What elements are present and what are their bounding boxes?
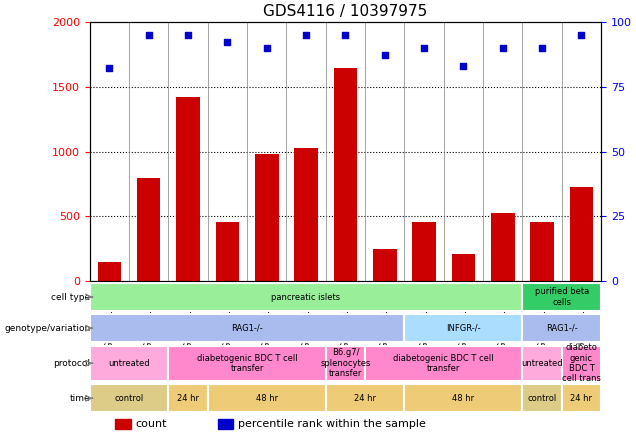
Text: diabetogenic BDC T cell
transfer: diabetogenic BDC T cell transfer	[197, 353, 298, 373]
Point	[261, 44, 272, 51]
Bar	[255, 154, 279, 281]
Bar	[452, 254, 475, 281]
Bar	[522, 22, 562, 281]
Bar	[404, 22, 444, 281]
Bar	[530, 222, 554, 281]
Point	[340, 31, 350, 38]
Point	[497, 44, 508, 51]
FancyBboxPatch shape	[522, 314, 601, 342]
Text: percentile rank within the sample: percentile rank within the sample	[238, 419, 426, 429]
Bar	[491, 213, 515, 281]
Text: count: count	[135, 419, 167, 429]
Bar	[216, 222, 239, 281]
Bar	[412, 222, 436, 281]
Point	[183, 31, 193, 38]
Point	[144, 31, 154, 38]
FancyBboxPatch shape	[522, 384, 562, 412]
Bar	[444, 22, 483, 281]
FancyBboxPatch shape	[90, 346, 169, 381]
Bar	[176, 97, 200, 281]
Bar	[562, 22, 601, 281]
Bar	[247, 22, 286, 281]
Bar	[570, 186, 593, 281]
Text: RAG1-/-: RAG1-/-	[546, 324, 577, 333]
Point	[459, 62, 469, 69]
Point	[576, 31, 586, 38]
FancyBboxPatch shape	[326, 384, 404, 412]
Bar	[365, 22, 404, 281]
FancyBboxPatch shape	[90, 283, 522, 311]
Text: untreated: untreated	[522, 359, 563, 368]
FancyBboxPatch shape	[169, 384, 208, 412]
Point	[301, 31, 311, 38]
Text: control: control	[114, 394, 144, 403]
Point	[222, 39, 232, 46]
Text: genotype/variation: genotype/variation	[4, 324, 90, 333]
Point	[419, 44, 429, 51]
FancyBboxPatch shape	[404, 314, 522, 342]
Text: diabetogenic BDC T cell
transfer: diabetogenic BDC T cell transfer	[394, 353, 494, 373]
FancyBboxPatch shape	[562, 346, 601, 381]
Text: control: control	[527, 394, 556, 403]
Point	[104, 65, 114, 72]
Bar	[97, 262, 121, 281]
Text: pancreatic islets: pancreatic islets	[272, 293, 341, 301]
Text: 48 hr: 48 hr	[452, 394, 474, 403]
Text: 24 hr: 24 hr	[570, 394, 593, 403]
FancyBboxPatch shape	[522, 346, 562, 381]
Bar	[333, 68, 357, 281]
FancyBboxPatch shape	[208, 384, 326, 412]
Bar	[129, 22, 169, 281]
Text: INFGR-/-: INFGR-/-	[446, 324, 481, 333]
Text: cell type: cell type	[52, 293, 90, 301]
FancyBboxPatch shape	[562, 384, 601, 412]
Text: B6.g7/
splenocytes
transfer: B6.g7/ splenocytes transfer	[320, 349, 371, 378]
Point	[380, 52, 390, 59]
Text: 24 hr: 24 hr	[354, 394, 376, 403]
Text: 24 hr: 24 hr	[177, 394, 199, 403]
Text: protocol: protocol	[53, 359, 90, 368]
FancyBboxPatch shape	[90, 314, 404, 342]
Text: diabeto
genic
BDC T
cell trans: diabeto genic BDC T cell trans	[562, 343, 601, 383]
Point	[537, 44, 547, 51]
Bar	[208, 22, 247, 281]
Bar	[137, 178, 160, 281]
FancyBboxPatch shape	[365, 346, 522, 381]
Bar	[294, 148, 318, 281]
Text: RAG1-/-: RAG1-/-	[231, 324, 263, 333]
FancyBboxPatch shape	[326, 346, 365, 381]
Bar	[90, 22, 129, 281]
Bar	[286, 22, 326, 281]
Bar	[326, 22, 365, 281]
FancyBboxPatch shape	[90, 384, 169, 412]
Bar	[115, 419, 130, 429]
Bar	[483, 22, 522, 281]
Text: 48 hr: 48 hr	[256, 394, 278, 403]
FancyBboxPatch shape	[169, 346, 326, 381]
Bar	[373, 249, 396, 281]
FancyBboxPatch shape	[522, 283, 601, 311]
Text: untreated: untreated	[108, 359, 150, 368]
Bar	[169, 22, 208, 281]
Bar	[218, 419, 233, 429]
Text: time: time	[70, 394, 90, 403]
Text: purified beta
cells: purified beta cells	[535, 287, 589, 307]
FancyBboxPatch shape	[404, 384, 522, 412]
Title: GDS4116 / 10397975: GDS4116 / 10397975	[263, 4, 427, 19]
